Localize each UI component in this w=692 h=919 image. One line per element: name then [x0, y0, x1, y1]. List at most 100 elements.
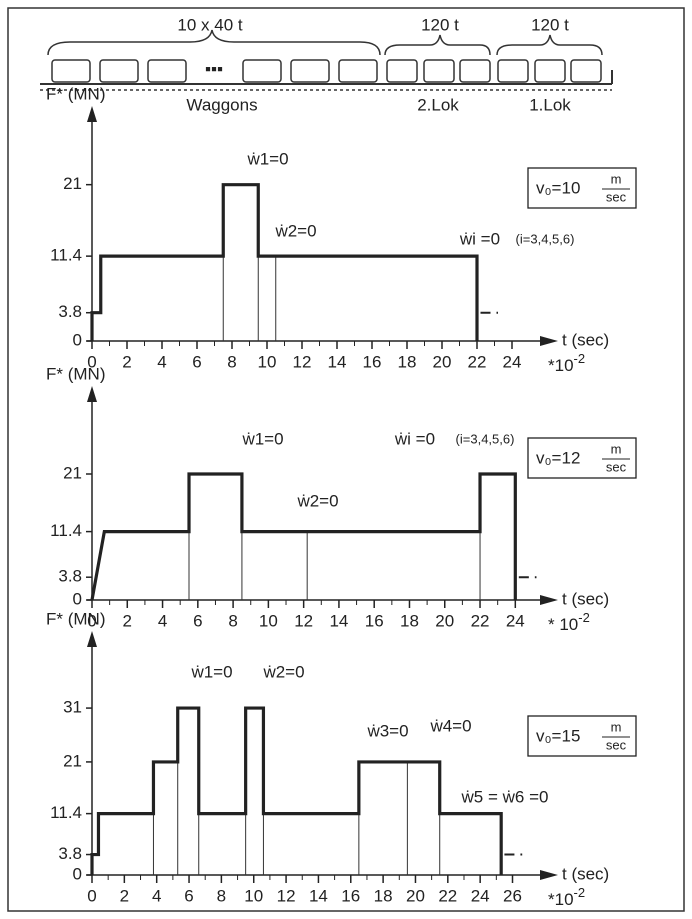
x-scale-base: *10 [548, 890, 574, 909]
x-tick-label: 10 [259, 611, 278, 630]
y-tick-label: 31 [63, 698, 82, 717]
annotation: (i=3,4,5,6) [456, 431, 515, 446]
annotation: ẇ2=0 [296, 491, 338, 510]
annotation: ẇ2=0 [274, 221, 316, 240]
annotation: ẇ1=0 [241, 429, 283, 448]
x-tick-label: 22 [468, 352, 487, 371]
x-tick-label: 2 [123, 611, 132, 630]
x-tick-label: 16 [363, 352, 382, 371]
y-tick-label: 3.8 [58, 302, 82, 321]
x-tick-label: 20 [433, 352, 452, 371]
velocity-unit-den: sec [606, 737, 627, 752]
x-tick-label: 16 [341, 886, 360, 905]
step-line [90, 183, 479, 341]
x-tick-label: 6 [184, 886, 193, 905]
velocity-unit-num: m [611, 719, 622, 734]
y-axis-label: F* (MN) [46, 609, 105, 628]
y-tick-label: 21 [63, 463, 82, 482]
x-tick-label: 4 [158, 611, 167, 630]
y-tick-label: 3.8 [58, 844, 82, 863]
velocity-unit-den: sec [606, 459, 627, 474]
velocity-box [527, 715, 637, 757]
x-tick-label: 16 [365, 611, 384, 630]
y-arrow [87, 106, 97, 122]
annotation: ẇi =0 [394, 429, 435, 448]
x-tick-label: 4 [152, 886, 161, 905]
x-scale-exp: -2 [578, 610, 590, 625]
annotation: ẇ3=0 [366, 721, 408, 740]
x-tick-label: 8 [217, 886, 226, 905]
annotation: (i=3,4,5,6) [516, 231, 575, 246]
x-scale-base: *10 [548, 356, 574, 375]
x-tick-label: 6 [192, 352, 201, 371]
annotation: ẇi =0 [459, 229, 500, 248]
x-tick-label: 2 [122, 352, 131, 371]
y-tick-label: 21 [63, 751, 82, 770]
x-axis-label: t (sec) [562, 330, 609, 349]
x-scale-note: *10-2 [548, 351, 585, 375]
x-tick-label: 20 [435, 611, 454, 630]
x-tick-label: 22 [438, 886, 457, 905]
x-scale-exp: -2 [574, 885, 586, 900]
velocity-unit-den: sec [606, 189, 627, 204]
x-tick-label: 10 [258, 352, 277, 371]
y-arrow [87, 631, 97, 647]
train-caption: 2.Lok [417, 95, 459, 114]
step-line [90, 706, 503, 875]
x-tick-label: 18 [374, 886, 393, 905]
y-tick-label: 0 [73, 864, 82, 883]
x-tick-label: 2 [120, 886, 129, 905]
x-tick-label: 14 [329, 611, 348, 630]
y-arrow [87, 386, 97, 402]
train [40, 29, 613, 91]
y-tick-label: 21 [63, 174, 82, 193]
x-axis-label: t (sec) [562, 864, 609, 883]
y-tick-label: 3.8 [58, 567, 82, 586]
train-caption: Waggons [186, 95, 257, 114]
y-tick-label: 0 [73, 589, 82, 608]
annotation: ẇ4=0 [429, 716, 471, 735]
x-tick-label: 0 [87, 886, 96, 905]
x-tick-label: 20 [406, 886, 425, 905]
x-tick-label: 18 [400, 611, 419, 630]
annotation: ẇ2=0 [262, 662, 304, 681]
x-tick-label: 12 [277, 886, 296, 905]
velocity-unit-num: m [611, 441, 622, 456]
y-tick-label: 11.4 [50, 521, 82, 540]
x-tick-label: 24 [503, 352, 522, 371]
y-tick-label: 11.4 [50, 803, 82, 822]
x-arrow [540, 870, 558, 880]
train-caption: 1.Lok [529, 95, 571, 114]
x-tick-label: 0 [87, 352, 96, 371]
x-tick-label: 14 [328, 352, 347, 371]
velocity-unit-num: m [611, 171, 622, 186]
x-tick-label: 18 [398, 352, 417, 371]
x-tick-label: 12 [294, 611, 313, 630]
x-tick-label: 6 [193, 611, 202, 630]
y-tick-label: 11.4 [50, 246, 82, 265]
velocity-label: v₀=15 [536, 726, 580, 745]
annotation: ẇ1=0 [246, 149, 288, 168]
step-line [90, 472, 517, 601]
velocity-box [527, 167, 637, 209]
y-tick-label: 0 [73, 330, 82, 349]
y-axis-label: F* (MN) [46, 84, 105, 103]
x-tick-label: 24 [506, 611, 525, 630]
x-tick-label: 14 [309, 886, 328, 905]
annotation: ẇ1=0 [190, 662, 232, 681]
velocity-label: v₀=12 [536, 448, 580, 467]
x-tick-label: 22 [471, 611, 490, 630]
x-tick-label: 10 [244, 886, 263, 905]
x-scale-note: *10-2 [548, 885, 585, 909]
x-scale-base: * 10 [548, 615, 578, 634]
annotation: ẇ5 = ẇ6 =0 [461, 787, 549, 806]
x-tick-label: 24 [471, 886, 490, 905]
velocity-label: v₀=10 [536, 178, 580, 197]
dots: ▪▪▪ [205, 59, 223, 78]
x-tick-label: 8 [228, 611, 237, 630]
train-label: 10 x 40 t [177, 15, 242, 34]
velocity-box [527, 437, 637, 479]
train-label: 120 t [531, 15, 569, 34]
x-tick-label: 12 [293, 352, 312, 371]
x-scale-note: * 10-2 [548, 610, 590, 634]
